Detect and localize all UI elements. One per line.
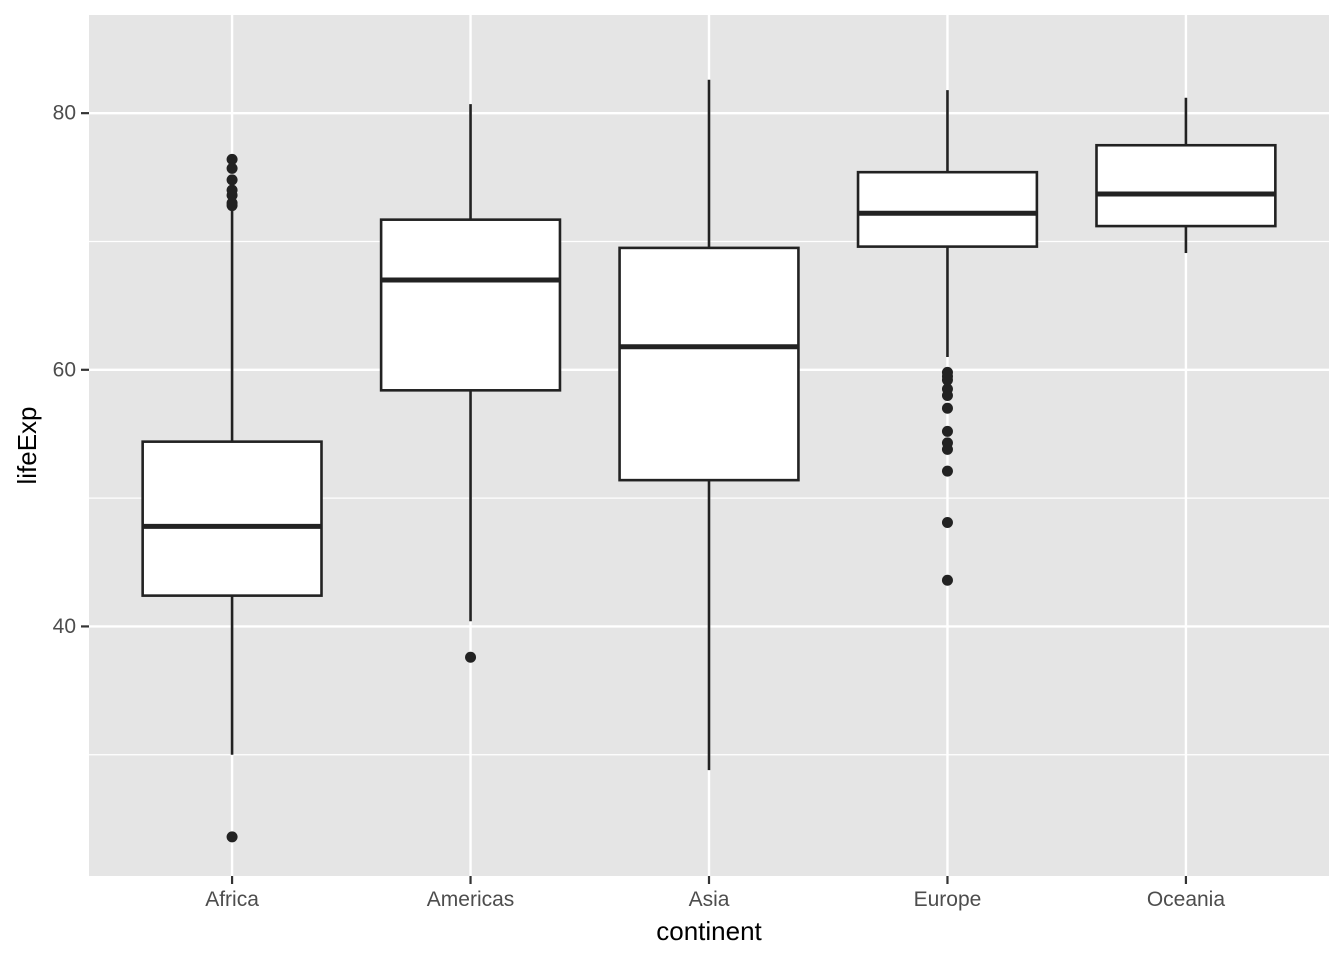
outlier-point (941, 465, 953, 477)
y-axis-title: lifeExp (12, 406, 42, 484)
y-tick-label: 60 (53, 358, 76, 381)
outlier-point (941, 425, 953, 437)
x-axis-title: continent (656, 916, 762, 946)
iqr-box (379, 218, 562, 392)
x-tick-label: Oceania (1147, 888, 1226, 911)
y-tick-label: 40 (53, 615, 76, 638)
outlier-point (226, 162, 238, 174)
box-africa (141, 153, 323, 843)
outlier-point (226, 184, 238, 196)
box-asia (618, 79, 800, 771)
outlier-point (226, 153, 238, 165)
iqr-box (1095, 143, 1277, 228)
outlier-point (226, 831, 238, 843)
x-tick-label: Americas (427, 888, 515, 911)
x-tick-label: Asia (689, 888, 730, 911)
boxes-layer (141, 79, 1277, 843)
outlier-point (941, 574, 953, 586)
outlier-point (941, 437, 953, 449)
box-europe (856, 90, 1039, 586)
box-americas (379, 104, 562, 663)
outlier-point (465, 651, 477, 663)
iqr-box (618, 246, 800, 482)
y-axis: 40 60 80 (53, 102, 89, 638)
iqr-box (141, 440, 323, 597)
outlier-point (226, 197, 238, 209)
outlier-point (941, 383, 953, 395)
y-tick-label: 80 (53, 102, 76, 125)
outlier-point (941, 402, 953, 414)
outlier-point (226, 174, 238, 186)
iqr-box (856, 170, 1039, 248)
x-tick-label: Europe (914, 888, 982, 911)
box-oceania (1095, 97, 1277, 254)
outlier-point (941, 366, 953, 378)
x-tick-label: Africa (205, 888, 259, 911)
x-axis: Africa Americas Asia Europe Oceania (205, 876, 1225, 911)
outlier-point (941, 516, 953, 528)
